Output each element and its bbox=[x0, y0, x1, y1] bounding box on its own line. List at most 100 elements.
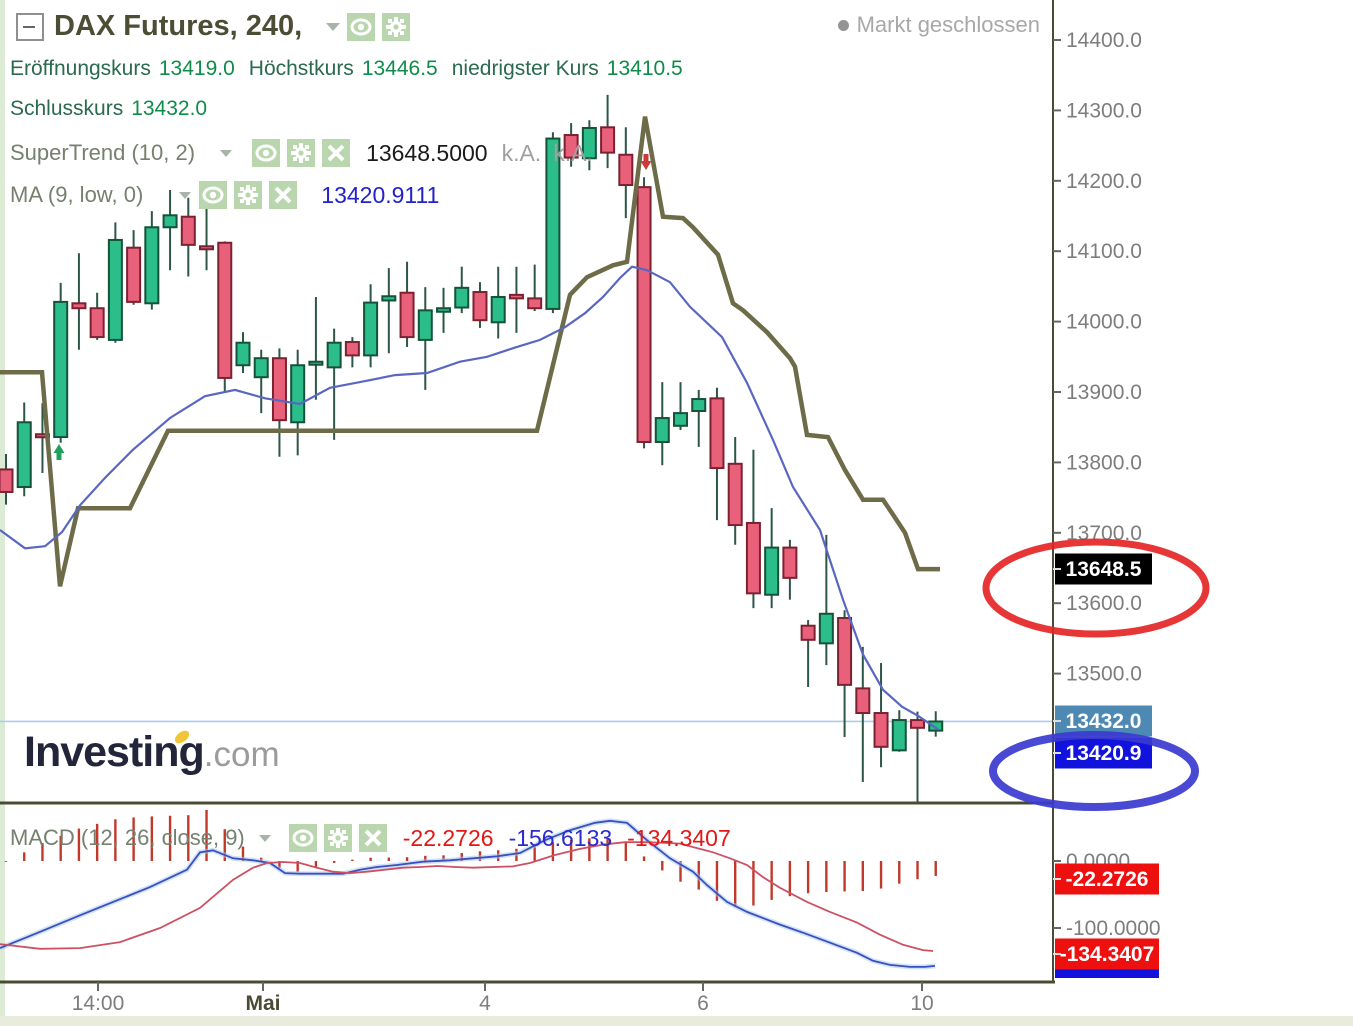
candle-down bbox=[855, 687, 871, 715]
ma-caret[interactable] bbox=[179, 191, 192, 199]
candle-up bbox=[545, 137, 561, 310]
supertrend-visibility-icon[interactable] bbox=[252, 139, 281, 167]
market-status-text: Markt geschlossen bbox=[856, 12, 1040, 37]
title-row: DAX Futures, 240, bbox=[16, 10, 411, 43]
open-label: Eröffnungskurs bbox=[10, 57, 151, 80]
supertrend-settings-icon[interactable] bbox=[287, 139, 316, 167]
price-tick-label: 14200.0 bbox=[1066, 170, 1142, 193]
macd-histogram-value: -22.2726 bbox=[402, 824, 494, 851]
watermark-suffix: .com bbox=[203, 735, 280, 774]
candle-up bbox=[162, 214, 178, 229]
indicator-row-ma: MA (9, low, 0) 13420.9111 bbox=[10, 181, 439, 209]
ma-settings-icon[interactable] bbox=[234, 181, 263, 209]
svg-text:13648.5: 13648.5 bbox=[1066, 558, 1142, 581]
macd-signal-line bbox=[0, 841, 934, 952]
svg-text:-134.3407: -134.3407 bbox=[1060, 943, 1155, 966]
annotation-ellipse-blue[interactable] bbox=[989, 731, 1199, 811]
price-tick-label: 13500.0 bbox=[1066, 663, 1142, 686]
investing-watermark: Investing.com bbox=[24, 728, 280, 777]
ma-close-icon[interactable] bbox=[269, 181, 298, 209]
page-edge-bottom bbox=[0, 1016, 1353, 1026]
candle-up bbox=[235, 341, 251, 367]
market-status: Markt geschlossen bbox=[837, 12, 1040, 38]
ma-label: MA (9, low, 0) bbox=[10, 182, 144, 207]
candle-down bbox=[709, 397, 725, 470]
candle-down bbox=[271, 357, 287, 422]
candle-down bbox=[344, 341, 360, 357]
candle-up bbox=[436, 307, 452, 313]
axis-value-box: -134.3407 bbox=[1053, 938, 1159, 978]
indicator-row-supertrend: SuperTrend (10, 2) 13648.5000 k.A. k.A. bbox=[10, 139, 593, 167]
candles bbox=[0, 94, 944, 804]
candle-down bbox=[563, 134, 579, 159]
title-dropdown-caret[interactable] bbox=[326, 22, 341, 31]
candle-up bbox=[326, 341, 342, 369]
settings-gear-icon[interactable] bbox=[382, 12, 411, 41]
svg-text:13432.0: 13432.0 bbox=[1066, 710, 1142, 733]
close-value: 13432.0 bbox=[131, 97, 208, 120]
candle-up bbox=[490, 295, 506, 324]
supertrend-caret[interactable] bbox=[220, 149, 233, 157]
candle-up bbox=[290, 364, 306, 424]
visibility-icon[interactable] bbox=[347, 12, 376, 41]
indicator-row-macd: MACD (12, 26, close, 9) -22.2726 -156.61… bbox=[10, 824, 731, 852]
candle-down bbox=[126, 246, 142, 303]
candle-down bbox=[873, 712, 889, 748]
candle-up bbox=[107, 238, 123, 341]
candle-up bbox=[253, 357, 269, 379]
macd-visibility-icon[interactable] bbox=[288, 824, 317, 852]
candle-down bbox=[800, 624, 816, 641]
collapse-icon[interactable] bbox=[16, 12, 44, 41]
candle-down bbox=[910, 719, 925, 729]
supertrend-close-icon[interactable] bbox=[322, 139, 351, 167]
buy-signal-arrow-icon bbox=[53, 444, 65, 460]
time-tick-label: 4 bbox=[479, 992, 491, 1015]
candle-up bbox=[691, 398, 707, 413]
ma-visibility-icon[interactable] bbox=[199, 181, 228, 209]
macd-signal-value: -134.3407 bbox=[627, 824, 731, 851]
macd-label: MACD (12, 26, close, 9) bbox=[10, 825, 245, 850]
candle-up bbox=[417, 309, 433, 341]
candle-up bbox=[891, 719, 907, 752]
axis-labels: 14400.0 14300.0 14200.0 14100.0 14000.0 13900… bbox=[72, 29, 1161, 1015]
candle-up bbox=[308, 360, 324, 366]
svg-text:13420.9: 13420.9 bbox=[1066, 742, 1142, 765]
candle-down bbox=[0, 468, 14, 493]
ohlc-row: Eröffnungskurs 13419.0 Höchstkurs 13446.… bbox=[10, 57, 697, 81]
time-tick-label: 14:00 bbox=[72, 992, 125, 1015]
candle-up bbox=[454, 286, 470, 309]
macd-settings-icon[interactable] bbox=[323, 824, 352, 852]
low-value: 13410.5 bbox=[606, 57, 683, 80]
candle-up bbox=[818, 612, 834, 645]
axis-value-box: 13648.5 bbox=[1053, 553, 1152, 585]
candle-down bbox=[745, 521, 761, 595]
annotation-ellipse-red[interactable] bbox=[982, 538, 1210, 638]
price-tick-label: 14400.0 bbox=[1066, 29, 1142, 52]
macd-caret[interactable] bbox=[258, 834, 271, 842]
price-tick-label: 13900.0 bbox=[1066, 381, 1142, 404]
macd-line bbox=[0, 819, 936, 968]
candle-down bbox=[837, 616, 853, 686]
candle-down bbox=[636, 186, 652, 443]
macd-tick-label: -100.0000 bbox=[1066, 917, 1161, 940]
candle-down bbox=[508, 293, 524, 300]
high-label: Höchstkurs bbox=[248, 57, 354, 80]
candle-down bbox=[527, 297, 543, 310]
candle-down bbox=[618, 153, 634, 187]
candle-down bbox=[180, 215, 196, 246]
macd-line-value: -156.6133 bbox=[508, 824, 613, 851]
candle-down bbox=[600, 126, 616, 154]
ma-value: 13420.9111 bbox=[321, 181, 440, 208]
candle-down bbox=[472, 291, 488, 322]
candle-up bbox=[381, 295, 397, 302]
candle-down bbox=[782, 546, 798, 579]
price-tick-label: 14000.0 bbox=[1066, 311, 1142, 334]
close-label: Schlusskurs bbox=[10, 97, 124, 120]
macd-close-icon[interactable] bbox=[358, 824, 387, 852]
svg-text:-22.2726: -22.2726 bbox=[1066, 868, 1149, 891]
chart-title: DAX Futures, 240, bbox=[54, 10, 303, 42]
candle-down bbox=[71, 302, 87, 310]
